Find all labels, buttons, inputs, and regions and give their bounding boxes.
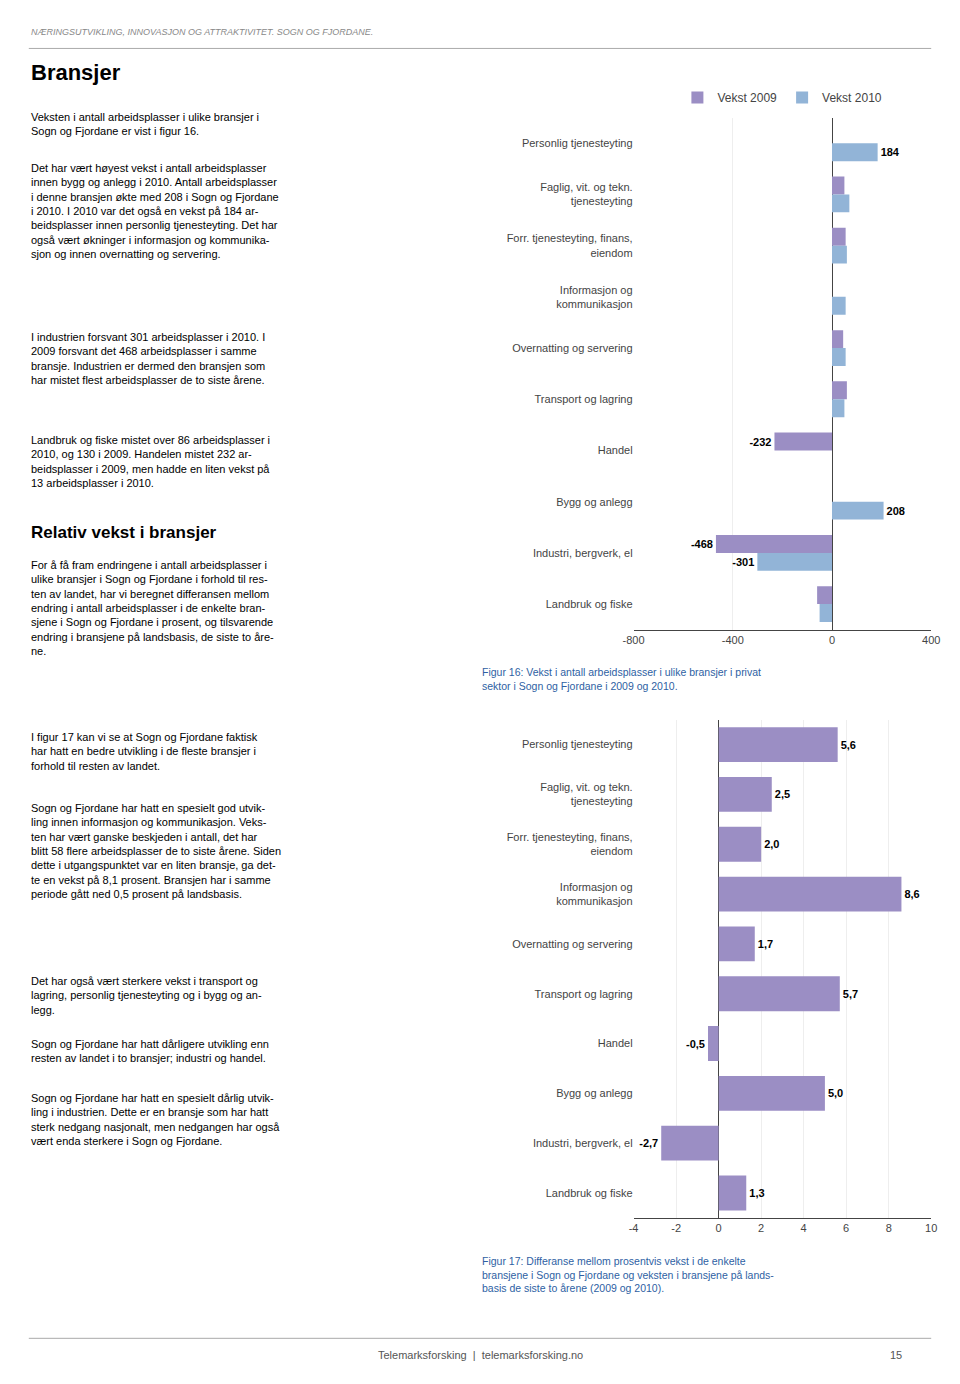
svg-text:-468: -468 <box>691 538 713 550</box>
svg-text:1,3: 1,3 <box>749 1187 764 1199</box>
svg-text:Bransjer: Bransjer <box>31 60 121 85</box>
svg-text:2,5: 2,5 <box>775 788 790 800</box>
svg-text:Figur 17: Differanse mellom pr: Figur 17: Differanse mellom prosentvis v… <box>482 1255 774 1294</box>
svg-text:0: 0 <box>829 634 835 646</box>
svg-text:10: 10 <box>925 1222 937 1234</box>
svg-text:Industri, bergverk, el: Industri, bergverk, el <box>533 547 633 559</box>
svg-text:Det har vært høyest vekst i an: Det har vært høyest vekst i antall arbei… <box>31 162 279 260</box>
svg-text:4: 4 <box>801 1222 807 1234</box>
svg-text:8: 8 <box>886 1222 892 1234</box>
svg-text:Relativ vekst i bransjer: Relativ vekst i bransjer <box>31 523 217 542</box>
svg-text:5,0: 5,0 <box>828 1087 843 1099</box>
svg-text:1,7: 1,7 <box>758 938 773 950</box>
svg-text:-2: -2 <box>671 1222 681 1234</box>
svg-text:400: 400 <box>922 634 940 646</box>
svg-text:Det har også vært sterkere vek: Det har også vært sterkere vekst i trans… <box>31 975 262 1016</box>
svg-text:I industrien forsvant 301 arbe: I industrien forsvant 301 arbeidsplasser… <box>31 331 265 386</box>
svg-text:Personlig tjenesteyting: Personlig tjenesteyting <box>522 137 633 149</box>
svg-text:-232: -232 <box>749 436 771 448</box>
svg-text:Handel: Handel <box>598 444 633 456</box>
svg-text:2,0: 2,0 <box>764 838 779 850</box>
svg-text:Faglig, vit. og tekn.tjenestey: Faglig, vit. og tekn.tjenesteyting <box>540 781 632 807</box>
svg-text:Landbruk og fiske mistet over: Landbruk og fiske mistet over 86 arbeids… <box>31 434 270 489</box>
svg-text:-0,5: -0,5 <box>686 1038 705 1050</box>
svg-text:Sogn og Fjordane har hatt dårl: Sogn og Fjordane har hatt dårligere utvi… <box>31 1038 269 1064</box>
svg-text:Overnatting og servering: Overnatting og servering <box>512 342 632 354</box>
svg-text:Informasjon ogkommunikasjon: Informasjon ogkommunikasjon <box>556 881 632 907</box>
svg-text:Sogn og Fjordane har hatt en s: Sogn og Fjordane har hatt en spesielt då… <box>31 1092 280 1147</box>
svg-text:Vekst 2009: Vekst 2009 <box>717 91 777 105</box>
svg-text:-4: -4 <box>629 1222 639 1234</box>
svg-text:Bygg og anlegg: Bygg og anlegg <box>556 496 632 508</box>
svg-text:Transport og lagring: Transport og lagring <box>535 988 633 1000</box>
svg-text:Faglig, vit. og tekn.tjenestey: Faglig, vit. og tekn.tjenesteyting <box>540 181 632 207</box>
svg-text:184: 184 <box>881 146 900 158</box>
svg-text:-2,7: -2,7 <box>639 1137 658 1149</box>
svg-text:208: 208 <box>887 505 905 517</box>
svg-text:15: 15 <box>890 1349 902 1361</box>
svg-text:Vekst 2010: Vekst 2010 <box>822 91 882 105</box>
svg-text:Forr. tjenesteyting, finans,ei: Forr. tjenesteyting, finans,eiendom <box>507 232 633 258</box>
svg-text:Sogn og Fjordane har hatt en s: Sogn og Fjordane har hatt en spesielt go… <box>31 802 281 900</box>
svg-text:Veksten i antall arbeidsplasse: Veksten i antall arbeidsplasser i ulike … <box>31 111 259 137</box>
svg-text:Telemarksforsking | telemark: Telemarksforsking | telemarksforsking.no <box>378 1349 583 1361</box>
svg-text:Informasjon ogkommunikasjon: Informasjon ogkommunikasjon <box>556 284 632 310</box>
svg-text:NÆRINGSUTVIKLING, INNOVASJON O: NÆRINGSUTVIKLING, INNOVASJON OG ATTRAKTI… <box>31 27 373 37</box>
svg-text:-800: -800 <box>623 634 645 646</box>
svg-text:Overnatting og servering: Overnatting og servering <box>512 938 632 950</box>
svg-text:Forr. tjenesteyting, finans,ei: Forr. tjenesteyting, finans,eiendom <box>507 831 633 857</box>
svg-text:Figur 16: Vekst i antall arbei: Figur 16: Vekst i antall arbeidsplasser … <box>482 666 761 692</box>
svg-text:Transport og lagring: Transport og lagring <box>535 393 633 405</box>
svg-text:5,6: 5,6 <box>841 739 856 751</box>
svg-text:-301: -301 <box>732 556 754 568</box>
svg-text:2: 2 <box>758 1222 764 1234</box>
svg-text:Landbruk og fiske: Landbruk og fiske <box>546 598 633 610</box>
svg-text:6: 6 <box>843 1222 849 1234</box>
svg-text:For å få fram endringene i ant: For å få fram endringene i antall arbeid… <box>31 559 274 657</box>
svg-text:Bygg og anlegg: Bygg og anlegg <box>556 1087 632 1099</box>
svg-text:-400: -400 <box>722 634 744 646</box>
svg-text:Industri, bergverk, el: Industri, bergverk, el <box>533 1137 633 1149</box>
svg-text:Personlig tjenesteyting: Personlig tjenesteyting <box>522 738 633 750</box>
svg-text:0: 0 <box>716 1222 722 1234</box>
svg-text:8,6: 8,6 <box>904 888 919 900</box>
svg-text:Handel: Handel <box>598 1037 633 1049</box>
svg-text:5,7: 5,7 <box>843 988 858 1000</box>
svg-text:Landbruk og fiske: Landbruk og fiske <box>546 1187 633 1199</box>
svg-text:I figur 17 kan vi se at Sogn o: I figur 17 kan vi se at Sogn og Fjordane… <box>31 731 258 772</box>
